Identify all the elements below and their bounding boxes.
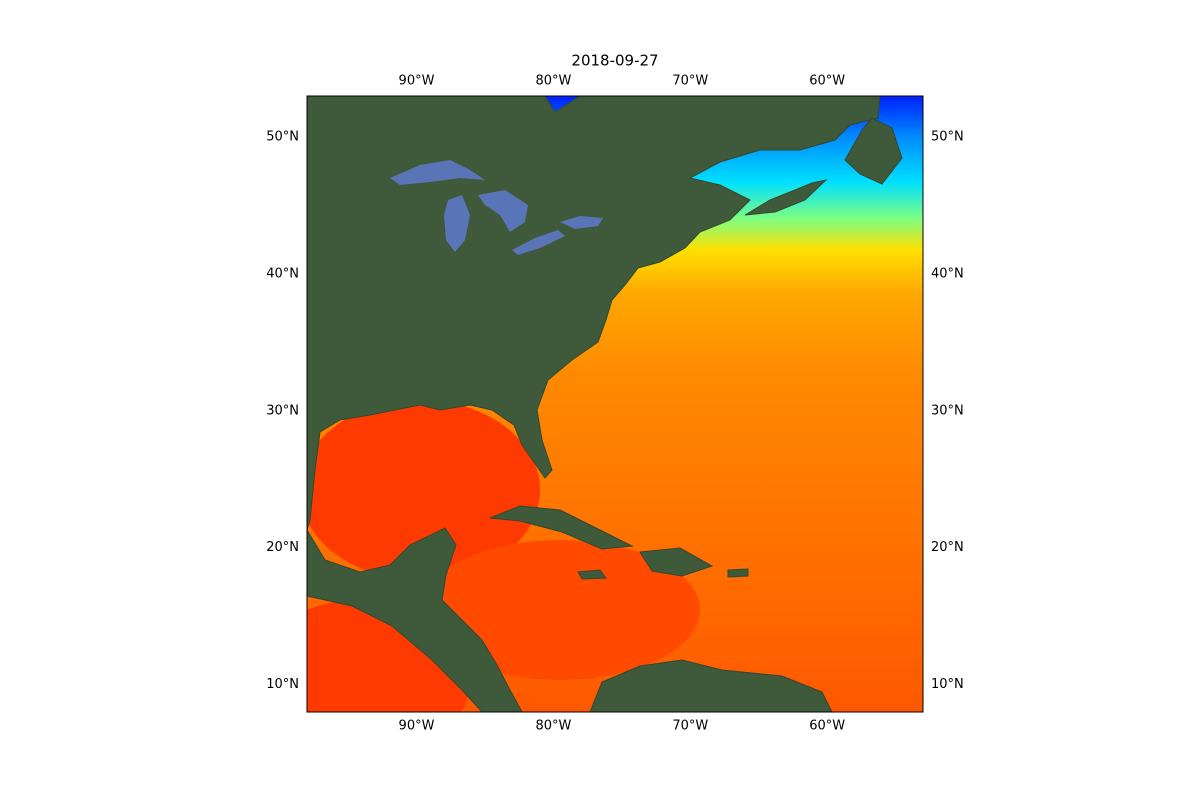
gulf-of-mexico bbox=[307, 400, 540, 580]
newfoundland bbox=[844, 117, 903, 185]
y-tick-label-right: 10°N bbox=[931, 677, 964, 692]
x-tick-label-top: 70°W bbox=[672, 74, 708, 89]
puerto-rico bbox=[727, 568, 749, 578]
x-tick-label-bottom: 90°W bbox=[399, 719, 435, 734]
y-tick-label-left: 20°N bbox=[266, 540, 299, 555]
y-tick-label-right: 30°N bbox=[931, 403, 964, 418]
y-tick-label-left: 40°N bbox=[266, 266, 299, 281]
x-tick-label-top: 90°W bbox=[399, 74, 435, 89]
cuba bbox=[489, 505, 634, 550]
map-title: 2018-09-27 bbox=[571, 52, 658, 70]
hispaniola bbox=[639, 547, 714, 577]
y-tick-label-left: 10°N bbox=[266, 677, 299, 692]
lake-ontario bbox=[560, 216, 603, 229]
lake-superior bbox=[390, 160, 485, 185]
lake-erie bbox=[512, 230, 565, 255]
lake-michigan bbox=[444, 195, 470, 252]
x-tick-label-bottom: 60°W bbox=[809, 719, 845, 734]
caribbean bbox=[420, 540, 700, 680]
y-tick-label-left: 50°N bbox=[266, 130, 299, 145]
y-tick-label-right: 40°N bbox=[931, 266, 964, 281]
y-tick-label-right: 20°N bbox=[931, 540, 964, 555]
x-tick-label-top: 60°W bbox=[809, 74, 845, 89]
y-tick-label-right: 50°N bbox=[931, 130, 964, 145]
jamaica bbox=[577, 569, 607, 580]
y-tick-label-left: 30°N bbox=[266, 403, 299, 418]
nova-scotia bbox=[744, 179, 828, 216]
x-tick-label-bottom: 80°W bbox=[535, 719, 571, 734]
map-frame bbox=[306, 95, 924, 713]
x-tick-label-top: 80°W bbox=[535, 74, 571, 89]
lake-huron bbox=[478, 190, 528, 232]
south-america bbox=[589, 659, 833, 712]
map-imagery bbox=[307, 96, 923, 712]
x-tick-label-bottom: 70°W bbox=[672, 719, 708, 734]
central-america bbox=[307, 527, 523, 712]
